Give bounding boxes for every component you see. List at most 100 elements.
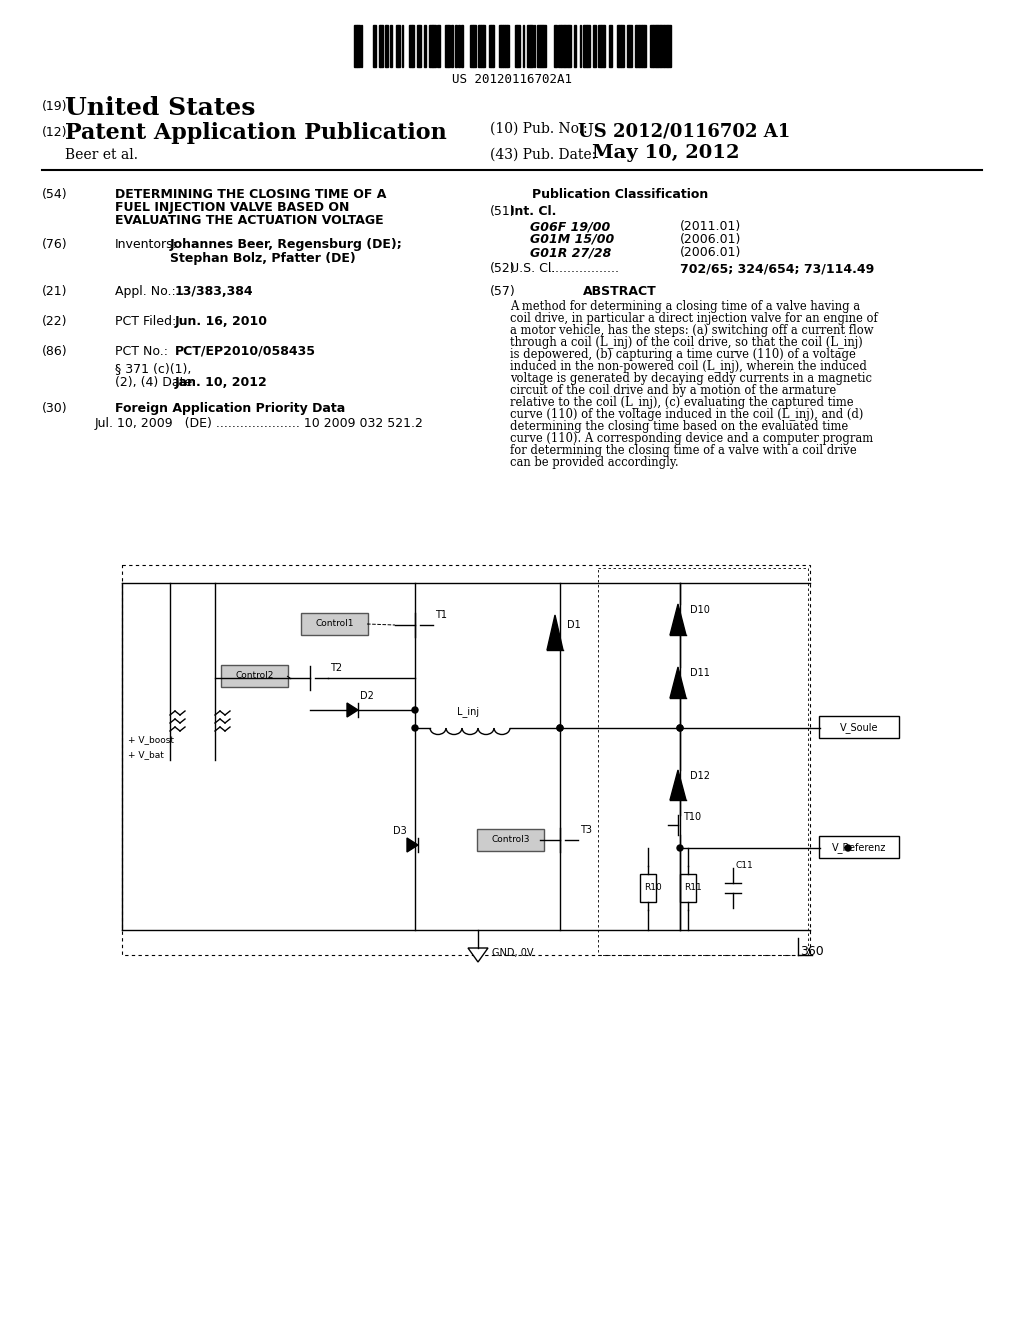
Bar — [398, 25, 400, 67]
Bar — [409, 25, 412, 67]
Bar — [483, 25, 485, 67]
Text: Inventors:: Inventors: — [115, 238, 178, 251]
Text: EVALUATING THE ACTUATION VOLTAGE: EVALUATING THE ACTUATION VOLTAGE — [115, 214, 384, 227]
Bar — [481, 25, 483, 67]
Text: curve (110) of the voltage induced in the coil (L_inj), and (d): curve (110) of the voltage induced in th… — [510, 408, 863, 421]
Bar — [419, 25, 421, 67]
Bar — [396, 25, 398, 67]
Bar — [587, 25, 590, 67]
Bar — [122, 565, 810, 954]
Bar — [598, 568, 808, 954]
Bar — [451, 25, 453, 67]
Bar — [639, 25, 642, 67]
Text: 702/65; 324/654; 73/114.49: 702/65; 324/654; 73/114.49 — [680, 261, 874, 275]
Text: Stephan Bolz, Pfatter (DE): Stephan Bolz, Pfatter (DE) — [170, 252, 355, 265]
Text: D11: D11 — [690, 668, 710, 678]
Text: G01R 27/28: G01R 27/28 — [530, 246, 611, 259]
Bar — [565, 25, 568, 67]
Text: Control1: Control1 — [315, 619, 353, 628]
Bar — [601, 25, 604, 67]
Text: through a coil (L_inj) of the coil drive, so that the coil (L_inj): through a coil (L_inj) of the coil drive… — [510, 337, 863, 348]
Text: (57): (57) — [490, 285, 516, 298]
Bar — [390, 25, 392, 67]
Text: U.S. Cl.: U.S. Cl. — [510, 261, 555, 275]
Bar — [386, 25, 388, 67]
Text: curve (110). A corresponding device and a computer program: curve (110). A corresponding device and … — [510, 432, 873, 445]
Text: can be provided accordingly.: can be provided accordingly. — [510, 455, 679, 469]
Bar — [537, 25, 540, 67]
Bar — [461, 25, 463, 67]
Text: PCT No.:: PCT No.: — [115, 345, 168, 358]
Polygon shape — [547, 615, 563, 649]
Polygon shape — [468, 948, 488, 962]
Text: (10) Pub. No.:: (10) Pub. No.: — [490, 121, 588, 136]
Bar — [609, 25, 612, 67]
Text: May 10, 2012: May 10, 2012 — [592, 144, 739, 162]
Bar — [668, 25, 671, 67]
Text: Foreign Application Priority Data: Foreign Application Priority Data — [115, 403, 345, 414]
Bar — [517, 25, 520, 67]
Circle shape — [557, 725, 563, 731]
Bar — [658, 25, 660, 67]
Text: (22): (22) — [42, 315, 68, 327]
Circle shape — [845, 845, 851, 851]
Bar — [640, 874, 656, 902]
Bar — [505, 25, 507, 67]
Bar — [629, 25, 632, 67]
Bar — [479, 25, 481, 67]
Text: V_Soule: V_Soule — [840, 722, 879, 734]
Polygon shape — [407, 838, 418, 851]
Text: + V_boost: + V_boost — [128, 735, 174, 744]
Text: US 2012/0116702 A1: US 2012/0116702 A1 — [578, 121, 791, 140]
Bar — [501, 25, 503, 67]
Text: ..................: .................. — [548, 261, 620, 275]
Text: R10: R10 — [644, 883, 662, 892]
Text: voltage is generated by decaying eddy currents in a magnetic: voltage is generated by decaying eddy cu… — [510, 372, 872, 385]
Polygon shape — [670, 667, 686, 698]
Circle shape — [677, 725, 683, 731]
Bar — [437, 25, 440, 67]
Text: Jun. 16, 2010: Jun. 16, 2010 — [175, 315, 268, 327]
Bar — [424, 25, 426, 67]
Bar — [569, 25, 571, 67]
Text: (30): (30) — [42, 403, 68, 414]
Text: PCT/EP2010/058435: PCT/EP2010/058435 — [175, 345, 316, 358]
Text: (51): (51) — [490, 205, 516, 218]
Text: (86): (86) — [42, 345, 68, 358]
Bar — [490, 25, 493, 67]
Bar — [662, 25, 664, 67]
Text: T2: T2 — [330, 663, 342, 673]
Bar — [445, 25, 449, 67]
Bar — [653, 25, 656, 67]
Text: A method for determining a closing time of a valve having a: A method for determining a closing time … — [510, 300, 860, 313]
Bar — [558, 25, 561, 67]
Text: circuit of the coil drive and by a motion of the armature: circuit of the coil drive and by a motio… — [510, 384, 837, 397]
Bar — [627, 25, 629, 67]
Bar — [373, 25, 376, 67]
Text: is depowered, (b) capturing a time curve (110) of a voltage: is depowered, (b) capturing a time curve… — [510, 348, 856, 360]
Bar — [455, 25, 457, 67]
Text: (2006.01): (2006.01) — [680, 234, 741, 246]
Text: T1: T1 — [435, 610, 447, 620]
Bar — [489, 25, 490, 67]
Text: 13/383,384: 13/383,384 — [175, 285, 254, 298]
Text: L_inj: L_inj — [457, 706, 479, 718]
Bar — [621, 25, 624, 67]
Circle shape — [412, 725, 418, 731]
Text: Appl. No.:: Appl. No.: — [115, 285, 176, 298]
Text: D3: D3 — [393, 826, 407, 836]
Text: D2: D2 — [360, 690, 374, 701]
Bar — [417, 25, 419, 67]
Bar — [507, 25, 509, 67]
Bar — [433, 25, 436, 67]
Text: (2), (4) Date:: (2), (4) Date: — [115, 376, 197, 389]
Text: Control3: Control3 — [492, 836, 529, 845]
Text: United States: United States — [65, 96, 255, 120]
Text: D12: D12 — [690, 771, 710, 781]
Bar — [470, 25, 473, 67]
Bar — [531, 25, 534, 67]
Bar — [458, 25, 460, 67]
Text: (54): (54) — [42, 187, 68, 201]
Text: (2006.01): (2006.01) — [680, 246, 741, 259]
Bar — [473, 25, 476, 67]
